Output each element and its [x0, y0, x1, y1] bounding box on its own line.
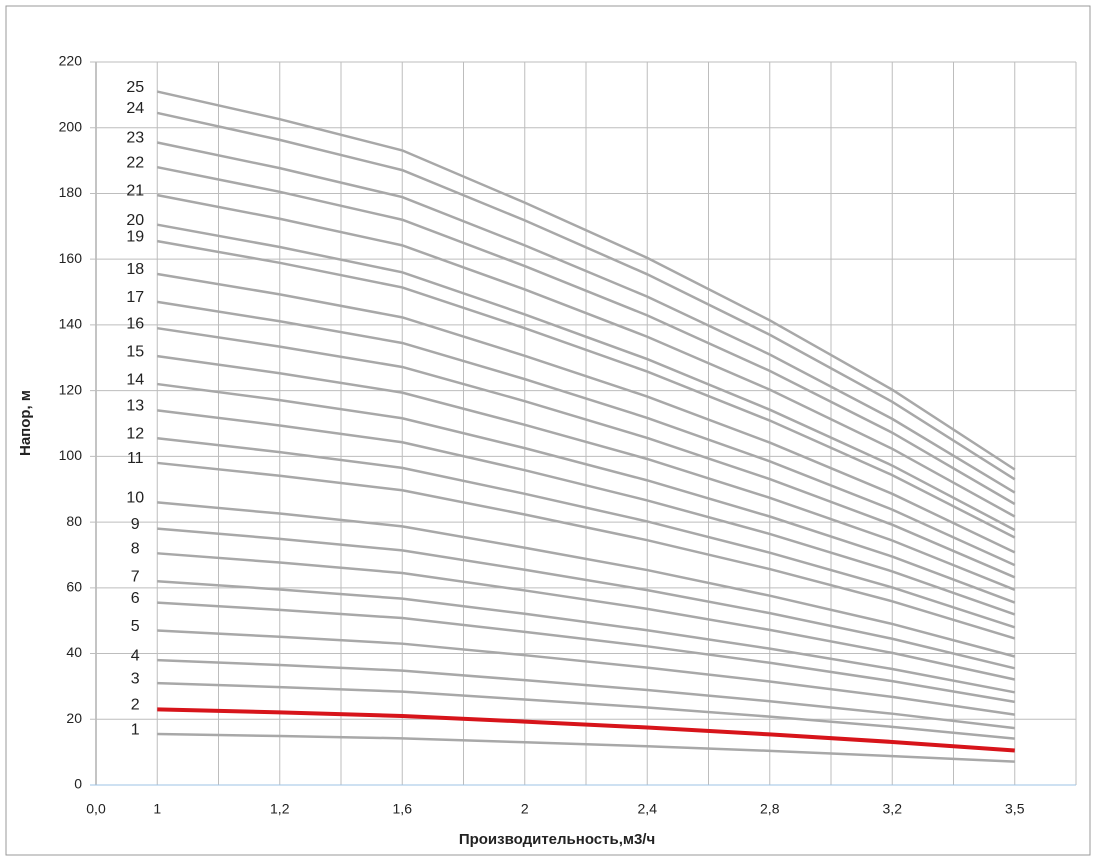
curve	[156, 111, 1016, 481]
curve	[157, 165, 1016, 506]
curve	[157, 658, 1015, 730]
curve-label: 18	[126, 261, 144, 278]
curve-label: 2	[131, 697, 140, 714]
curve	[157, 579, 1015, 694]
curve-label: 12	[126, 426, 144, 443]
curve	[157, 601, 1015, 704]
x-tick-label: 1,6	[393, 801, 413, 817]
y-tick-label: 200	[59, 118, 83, 134]
x-tick-label: 3,2	[883, 801, 903, 817]
y-tick-label: 140	[59, 316, 83, 332]
curve	[157, 527, 1016, 670]
y-tick-label: 0	[74, 776, 82, 792]
curve-label: 21	[126, 182, 144, 199]
y-tick-label: 160	[59, 250, 83, 266]
curve-label: 5	[131, 618, 140, 635]
x-tick-label: 0,0	[86, 801, 106, 817]
y-tick-label: 20	[66, 710, 82, 726]
curve	[157, 461, 1016, 640]
y-axis-title: Напор, м	[17, 390, 34, 456]
x-tick-label: 1	[153, 801, 161, 817]
curve-label: 11	[127, 450, 144, 467]
curve	[156, 90, 1016, 471]
curve-label: 4	[131, 647, 140, 664]
curve-label: 7	[131, 568, 140, 585]
curve	[157, 629, 1015, 716]
curve-label: 6	[131, 590, 140, 607]
curve-label: 1	[131, 721, 140, 738]
x-tick-label: 3,5	[1005, 801, 1025, 817]
x-axis-title: Производительность,м3/ч	[459, 831, 655, 848]
curve-label: 10	[126, 490, 144, 507]
curve	[157, 409, 1016, 616]
curve	[157, 326, 1016, 579]
curve-label: 17	[126, 289, 144, 306]
y-tick-label: 220	[59, 53, 83, 69]
curve-label: 3	[131, 670, 140, 687]
y-tick-label: 80	[66, 513, 82, 529]
curve	[157, 681, 1015, 740]
x-tick-label: 1,2	[270, 801, 290, 817]
x-tick-label: 2,4	[638, 801, 658, 817]
curve	[157, 437, 1016, 629]
curve	[156, 141, 1016, 494]
y-tick-label: 180	[59, 184, 83, 200]
curve-label: 20	[126, 212, 144, 229]
curve-label: 15	[126, 343, 144, 360]
curve	[157, 223, 1016, 532]
curve	[157, 732, 1015, 763]
curve-label: 9	[131, 516, 140, 533]
curve	[157, 239, 1016, 539]
y-tick-label: 60	[66, 579, 82, 595]
curve	[157, 707, 1015, 753]
curve	[157, 552, 1016, 681]
curve	[157, 300, 1016, 567]
x-tick-label: 2,8	[760, 801, 780, 817]
x-tick-label: 2	[521, 801, 529, 817]
curve-label: 23	[126, 130, 144, 147]
curve-label: 22	[126, 154, 144, 171]
y-tick-label: 120	[59, 381, 83, 397]
curve-label: 8	[131, 541, 140, 558]
curve-label: 14	[126, 371, 144, 388]
curve-label: 25	[126, 79, 144, 96]
curve-label: 16	[126, 315, 144, 332]
curve	[157, 501, 1016, 658]
curve	[157, 272, 1016, 554]
curve-label: 19	[126, 228, 144, 245]
y-tick-label: 100	[59, 447, 83, 463]
y-tick-label: 40	[66, 644, 82, 660]
curve-label: 13	[126, 398, 144, 415]
curve	[157, 354, 1016, 591]
curve	[157, 193, 1016, 518]
curve-label: 24	[126, 100, 144, 117]
curve	[157, 382, 1016, 604]
